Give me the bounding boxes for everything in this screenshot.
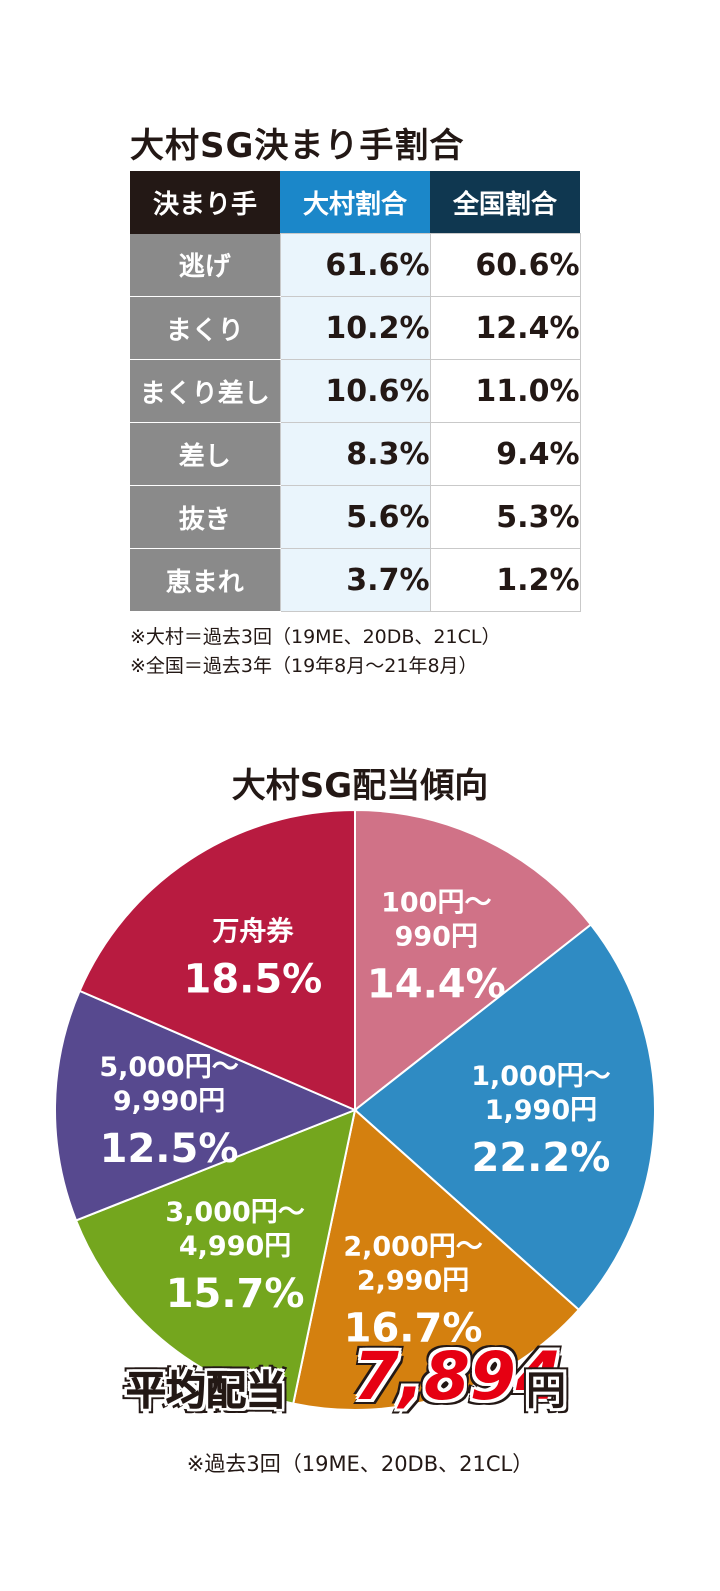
average-value: 7,894 [353,1338,562,1415]
national-value: 11.0% [429,359,581,423]
pie-slice-value: 16.7% [344,1306,483,1352]
row-label: まくり差し [130,359,280,423]
pie-slice-label: 3,000円〜 [165,1197,304,1228]
pie-slice-2000-2990 [292,1108,581,1411]
row-label: 差し [130,422,280,486]
pie-slice-label: 1,990円 [485,1095,597,1126]
national-value: 1.2% [429,548,581,612]
row-label: 抜き [130,485,280,549]
omura-value: 8.3% [279,422,431,486]
table-title: 大村SG決まり手割合 [130,126,465,166]
pie-slice-3000-4990 [74,1108,357,1405]
table-row: まくり差し 10.6% 11.0% [130,359,581,423]
average-payout-banner: 平均配当 7,894 円 [118,1338,598,1428]
pie-slice-value: 12.5% [100,1126,239,1172]
header-kimarite: 決まり手 [130,171,280,234]
table-note-national: ※全国＝過去3年（19年8月〜21年8月） [130,655,478,677]
pie-note: ※過去3回（19ME、20DB、21CL） [186,1452,534,1476]
omura-value: 3.7% [279,548,431,612]
row-label: 恵まれ [130,548,280,612]
pie-slice-value: 14.4% [367,962,506,1008]
pie-slice-value: 18.5% [183,957,322,1003]
omura-value: 10.6% [279,359,431,423]
omura-value: 61.6% [279,233,431,297]
omura-value: 5.6% [279,485,431,549]
pie-slice-label: 9,990円 [113,1086,225,1117]
table-row: 差し 8.3% 9.4% [130,422,581,486]
pie-slice-value: 15.7% [166,1271,305,1317]
table-row: 逃げ 61.6% 60.6% [130,233,581,297]
pie-slice-label: 万舟券 [212,916,294,948]
pie-title: 大村SG配当傾向 [231,766,489,806]
pie-slice-label: 4,990円 [179,1231,291,1262]
table-row: 抜き 5.6% 5.3% [130,485,581,549]
national-value: 5.3% [429,485,581,549]
row-label: 逃げ [130,233,280,297]
national-value: 9.4% [429,422,581,486]
pie-slice-1000-1990 [353,923,656,1312]
header-omura: 大村割合 [280,171,430,234]
pie-slice-label: 5,000円〜 [99,1052,238,1083]
average-label: 平均配当 [126,1368,287,1415]
omura-value: 10.2% [279,296,431,360]
pie-slice-label: 100円〜 [381,888,491,919]
table-header-row: 決まり手 大村割合 全国割合 [130,171,580,234]
table-row: 恵まれ 3.7% 1.2% [130,548,581,612]
pie-slice-label: 1,000円〜 [471,1061,610,1092]
pie-slice-5000-9990 [54,989,358,1222]
row-label: まくり [130,296,280,360]
pie-slice-manshuken [78,808,356,1112]
pie-slice-label: 990円 [395,922,478,953]
pie-slice-100-990 [354,808,593,1113]
average-unit: 円 [526,1368,566,1414]
pie-slice-label: 2,000円〜 [343,1232,482,1263]
national-value: 60.6% [429,233,581,297]
header-national: 全国割合 [430,171,580,234]
pie-slice-value: 22.2% [472,1135,611,1181]
table-note-omura: ※大村＝過去3回（19ME、20DB、21CL） [130,626,501,648]
kimarite-table: 決まり手 大村割合 全国割合 逃げ 61.6% 60.6% まくり 10.2% … [130,171,581,612]
pie-slice-label: 2,990円 [357,1266,469,1297]
